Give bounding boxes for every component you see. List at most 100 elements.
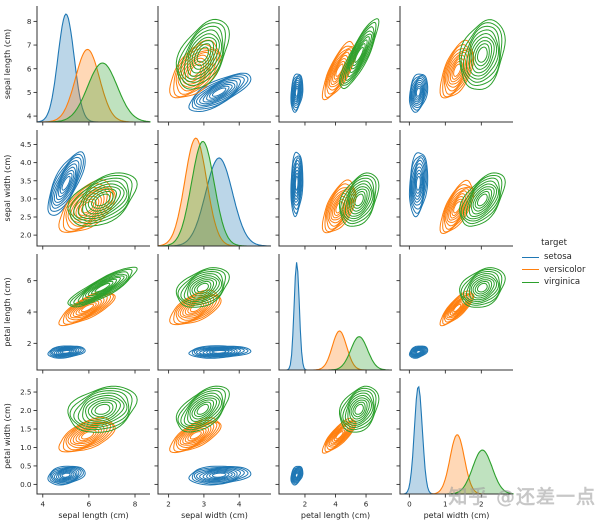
kde-contour-setosa bbox=[206, 83, 233, 101]
kde-contour-virginica bbox=[196, 403, 209, 415]
kde-contour-virginica bbox=[84, 186, 121, 215]
kde-contour-versicolor bbox=[449, 300, 465, 316]
kde-contour-versicolor bbox=[446, 190, 468, 223]
kde-contour-virginica bbox=[474, 280, 490, 295]
kde-contour-virginica bbox=[477, 282, 488, 293]
kde-contour-virginica bbox=[87, 188, 118, 212]
kde-contour-setosa bbox=[53, 347, 78, 356]
kde-contour-virginica bbox=[191, 39, 215, 70]
kde-contour-setosa bbox=[293, 470, 300, 480]
kde-contour-virginica bbox=[474, 43, 490, 67]
x-axis-label: sepal width (cm) bbox=[181, 511, 248, 520]
y-tick-label: 3.5 bbox=[20, 176, 31, 185]
kde-contour-setosa bbox=[412, 163, 425, 203]
subplot-content bbox=[290, 18, 380, 113]
kde-contour-virginica bbox=[477, 46, 488, 63]
kde-contour-virginica bbox=[175, 18, 230, 90]
kde-contour-virginica bbox=[84, 397, 121, 422]
kde-contour-virginica bbox=[94, 282, 111, 293]
subplot-r2c0: 2 4 6 petal length (cm) bbox=[3, 254, 150, 374]
subplot-content bbox=[169, 385, 252, 486]
kde-contour-versicolor bbox=[187, 60, 205, 80]
kde-contour-virginica bbox=[87, 278, 118, 297]
kde-contour-virginica bbox=[465, 29, 500, 80]
kde-contour-versicolor bbox=[327, 48, 352, 91]
x-tick-label: 6 bbox=[87, 500, 92, 509]
subplot-r0c0: 4 5 6 7 8 sepal length (cm) bbox=[3, 6, 151, 126]
kde-contour-virginica bbox=[193, 43, 212, 67]
kde-contour-virginica bbox=[90, 401, 114, 418]
legend-label-virginica: virginica bbox=[544, 277, 581, 288]
kde-contour-setosa bbox=[293, 83, 300, 101]
kde-contour-versicolor bbox=[326, 187, 354, 230]
kde-contour-setosa bbox=[47, 345, 86, 359]
x-axis-label: sepal length (cm) bbox=[58, 511, 128, 520]
kde-contour-virginica bbox=[77, 180, 128, 220]
x-tick-label: 8 bbox=[133, 500, 138, 509]
x-tick-label: 4 bbox=[237, 500, 242, 509]
kde-contour-setosa bbox=[415, 87, 421, 97]
kde-contour-virginica bbox=[348, 186, 370, 215]
kde-contour-setosa bbox=[410, 155, 428, 214]
kde-contour-setosa bbox=[292, 468, 301, 482]
kde-contour-virginica bbox=[177, 22, 226, 87]
kde-contour-virginica bbox=[344, 30, 374, 81]
kde-contour-virginica bbox=[189, 36, 217, 74]
kde-contour-virginica bbox=[350, 188, 368, 212]
kde-contour-virginica bbox=[459, 172, 506, 227]
y-tick-label: 4.5 bbox=[20, 140, 31, 149]
subplot-r1c1 bbox=[154, 130, 272, 250]
y-tick-label: 0.5 bbox=[20, 462, 31, 471]
kde-contour-virginica bbox=[342, 177, 375, 222]
kde-contour-virginica bbox=[472, 279, 493, 297]
kde-contour-versicolor bbox=[184, 427, 207, 443]
kde-contour-virginica bbox=[77, 273, 128, 303]
subplot-r0c3 bbox=[396, 6, 513, 126]
kde-contour-setosa bbox=[59, 349, 73, 355]
kde-contour-setosa bbox=[415, 175, 421, 191]
kde-contour-setosa bbox=[51, 346, 80, 357]
kde-contour-virginica bbox=[189, 397, 217, 422]
kde-contour-versicolor bbox=[58, 179, 116, 233]
kde-contour-setosa bbox=[188, 465, 252, 486]
kde-contour-virginica bbox=[196, 282, 209, 293]
kde-contour-virginica bbox=[90, 191, 114, 209]
kde-contour-virginica bbox=[82, 394, 125, 424]
kde-contour-versicolor bbox=[69, 424, 105, 447]
kde-contour-setosa bbox=[294, 175, 299, 191]
axis-spines bbox=[157, 254, 271, 371]
subplot-content bbox=[169, 267, 252, 359]
kde-contour-versicolor bbox=[445, 188, 470, 227]
subplot-content bbox=[400, 385, 514, 495]
kde-contour-versicolor bbox=[62, 419, 114, 452]
kde-contour-virginica bbox=[472, 40, 493, 70]
kde-contour-setosa bbox=[195, 467, 242, 483]
kde-contour-virginica bbox=[69, 387, 133, 431]
kde-contour-virginica bbox=[183, 273, 223, 303]
kde-contour-setosa bbox=[47, 151, 86, 216]
legend: target setosa versicolor virginica bbox=[522, 238, 598, 289]
axis-spines bbox=[399, 130, 513, 247]
kde-contour-versicolor bbox=[189, 431, 202, 440]
kde-contour-versicolor bbox=[330, 54, 349, 86]
y-axis-label: petal length (cm) bbox=[3, 277, 12, 346]
kde-contour-setosa bbox=[51, 467, 80, 483]
kde-contour-setosa bbox=[56, 469, 77, 481]
axis-spines bbox=[157, 130, 271, 247]
kde-contour-setosa bbox=[206, 348, 233, 355]
kde-contour-virginica bbox=[460, 22, 503, 87]
kde-contour-setosa bbox=[191, 466, 249, 485]
x-axis-label: petal width (cm) bbox=[424, 511, 490, 520]
kde-contour-versicolor bbox=[324, 420, 356, 453]
y-tick-label: 2.0 bbox=[20, 231, 32, 240]
kde-contour-versicolor bbox=[324, 183, 356, 233]
kde-contour-virginica bbox=[180, 25, 224, 83]
x-tick-label: 2 bbox=[166, 500, 171, 509]
kde-contour-virginica bbox=[459, 267, 506, 308]
kde-contour-setosa bbox=[414, 348, 423, 355]
kde-contour-setosa bbox=[415, 172, 422, 194]
kde-contour-versicolor bbox=[80, 303, 94, 313]
kde-contour-setosa bbox=[293, 166, 301, 200]
kde-contour-setosa bbox=[199, 79, 238, 105]
